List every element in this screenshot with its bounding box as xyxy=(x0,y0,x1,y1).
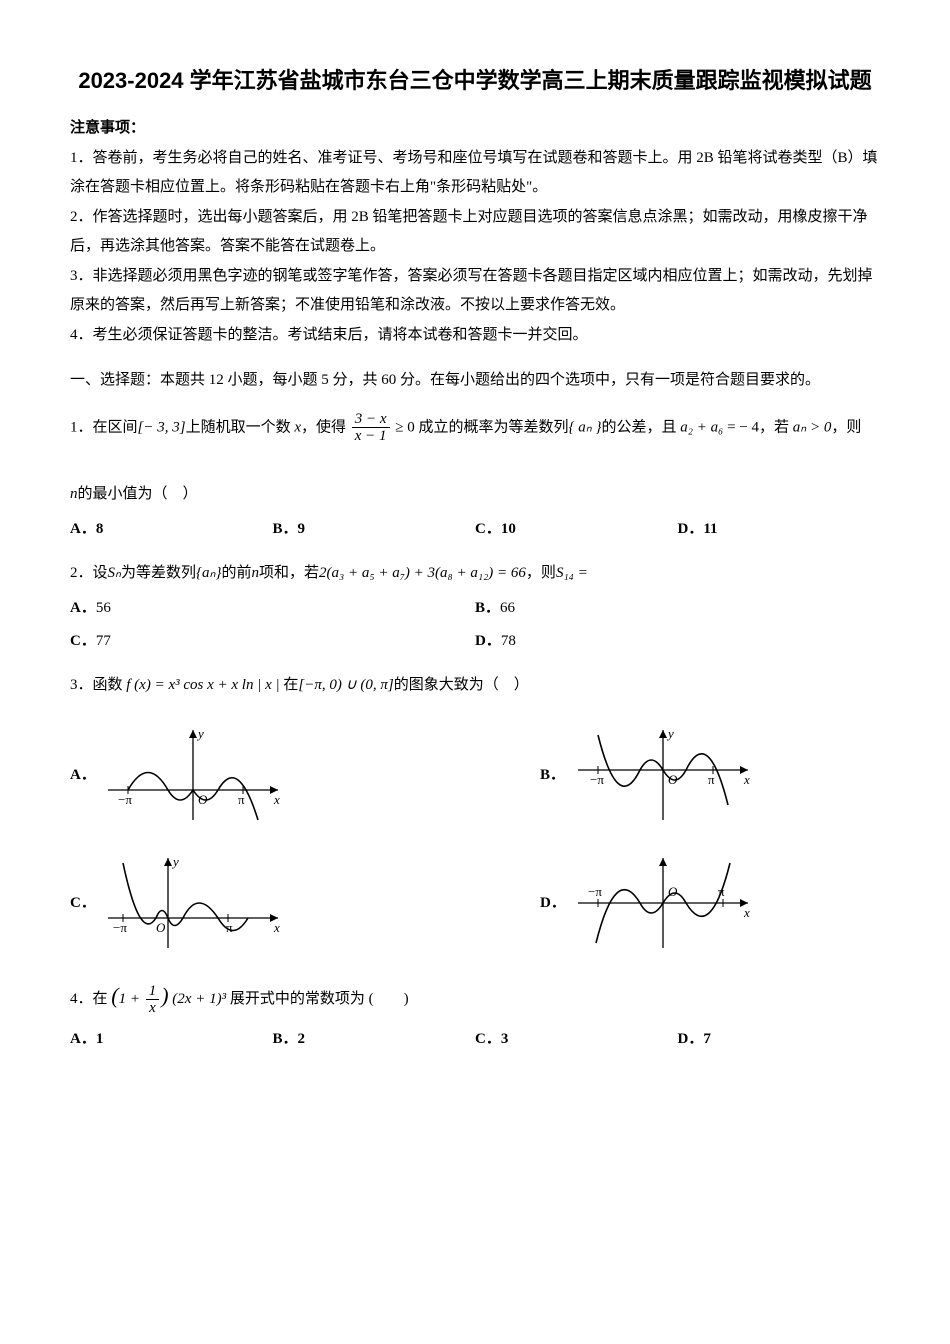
q1-frac-den: x − 1 xyxy=(352,428,390,445)
svg-text:−π: −π xyxy=(590,772,604,787)
instruction-3: 3．非选择题必须用黑色字迹的钢笔或签字笔作答，答案必须写在答题卡各题目指定区域内… xyxy=(70,262,880,319)
q3-graph-c: y x −π π O xyxy=(98,848,410,958)
q1-cond1-lhs: a₂ + a₆ xyxy=(680,419,723,435)
q4-options: A．1 B．2 C．3 D．7 xyxy=(70,1025,880,1054)
q1-text-d: 成立的概率为等差数列 xyxy=(419,419,569,435)
q2-opt-d: D．78 xyxy=(475,627,880,656)
q1-geq0: ≥ 0 xyxy=(395,419,414,435)
question-2: 2．设Sₙ为等差数列{aₙ}的前n项和，若2(a₃ + a₅ + a₇) + 3… xyxy=(70,557,880,590)
q1-cond1-rhs: = − 4 xyxy=(727,419,759,435)
q3-text-c: 的图象大致为（ ） xyxy=(394,677,529,693)
q2-s14: S₁₄ = xyxy=(556,565,588,581)
svg-text:y: y xyxy=(666,726,674,741)
q1-text-b: 上随机取一个数 xyxy=(186,419,291,435)
q3-opt-a-label: A． xyxy=(70,761,98,790)
q3-fn: f (x) = x³ cos x + x ln | x | xyxy=(126,677,279,693)
svg-text:x: x xyxy=(273,792,280,807)
q3-graph-d: x −π π O xyxy=(568,848,880,958)
svg-text:x: x xyxy=(743,772,750,787)
q1-opt-d: D．11 xyxy=(678,515,881,544)
q1-options: A．8 B．9 C．10 D．11 xyxy=(70,515,880,544)
q4-opt-a: A．1 xyxy=(70,1025,273,1054)
q1-seq: { aₙ } xyxy=(569,419,602,435)
q1-x: x xyxy=(294,419,301,435)
instruction-1: 1．答卷前，考生务必将自己的姓名、准考证号、考场号和座位号填写在试题卷和答题卡上… xyxy=(70,144,880,201)
q4-text-b: 展开式中的常数项为 xyxy=(230,991,365,1007)
q4-frac: 1 x xyxy=(146,983,160,1017)
q1-text-a: 1．在区间 xyxy=(70,419,138,435)
q1-opt-c: C．10 xyxy=(475,515,678,544)
q2-options-row1: A．56 B．66 xyxy=(70,594,880,623)
q2-text-b: 为等差数列 xyxy=(121,565,196,581)
q2-options-row2: C．77 D．78 xyxy=(70,627,880,656)
q4-poly: (2x + 1)³ xyxy=(172,991,226,1007)
q1-frac-num: 3 − x xyxy=(352,411,390,429)
notice-header: 注意事项： xyxy=(70,114,880,143)
q3-graph-row-1: A． y x −π π O B． y x −π π O xyxy=(70,720,880,830)
q1-text-g: ，则 xyxy=(831,419,861,435)
q1-n: n xyxy=(70,486,78,502)
q4-text-a: 4．在 xyxy=(70,991,108,1007)
q4-paren: ( ) xyxy=(369,991,409,1007)
svg-text:π: π xyxy=(226,920,233,935)
q1-text-e: 的公差，且 xyxy=(602,419,677,435)
q2-opt-a: A．56 xyxy=(70,594,475,623)
q2-text-e: ，则 xyxy=(526,565,556,581)
q1-opt-a: A．8 xyxy=(70,515,273,544)
q2-seq: {aₙ} xyxy=(196,565,221,581)
svg-text:O: O xyxy=(668,884,678,899)
q3-text-a: 3．函数 xyxy=(70,677,123,693)
q3-graph-b: y x −π π O xyxy=(568,720,880,830)
q2-opt-c: C．77 xyxy=(70,627,475,656)
instruction-4: 4．考生必须保证答题卡的整洁。考试结束后，请将本试卷和答题卡一并交回。 xyxy=(70,321,880,350)
q3-graph-a: y x −π π O xyxy=(98,720,410,830)
q3-opt-b-label: B． xyxy=(540,761,568,790)
q2-n: n xyxy=(252,565,260,581)
q2-text-a: 2．设 xyxy=(70,565,108,581)
q1-tail: 的最小值为（ ） xyxy=(78,486,198,502)
q4-opt-d: D．7 xyxy=(678,1025,881,1054)
svg-text:x: x xyxy=(273,920,280,935)
q3-text-b: 在 xyxy=(283,677,298,693)
q4-frac-den: x xyxy=(146,1000,160,1017)
q3-graph-row-2: C． y x −π π O D． x −π π O xyxy=(70,848,880,958)
q2-text-c: 的前 xyxy=(222,565,252,581)
q4-opt-b: B．2 xyxy=(273,1025,476,1054)
q1-text-c: ，使得 xyxy=(301,419,346,435)
svg-text:−π: −π xyxy=(118,792,132,807)
q1-opt-b: B．9 xyxy=(273,515,476,544)
part1-header: 一、选择题：本题共 12 小题，每小题 5 分，共 60 分。在每小题给出的四个… xyxy=(70,364,880,397)
svg-text:−π: −π xyxy=(588,884,602,899)
svg-text:π: π xyxy=(238,792,245,807)
q4-frac-num: 1 xyxy=(146,983,160,1001)
q1-interval: [− 3, 3] xyxy=(138,419,186,435)
svg-text:x: x xyxy=(743,905,750,920)
q2-sn: Sₙ xyxy=(108,565,121,581)
q4-one: 1 + xyxy=(119,991,144,1007)
svg-text:−π: −π xyxy=(113,920,127,935)
q3-opt-c-label: C． xyxy=(70,889,98,918)
question-4: 4．在 (1 + 1 x ) (2x + 1)³ 展开式中的常数项为 ( ) xyxy=(70,972,880,1020)
q3-opt-d-label: D． xyxy=(540,889,568,918)
svg-text:O: O xyxy=(156,920,166,935)
q4-rparen: ) xyxy=(161,983,168,1008)
q4-lparen: ( xyxy=(111,983,118,1008)
q2-eq: 2(a₃ + a₅ + a₇) + 3(a₈ + a₁₂) = 66 xyxy=(319,565,526,581)
svg-text:y: y xyxy=(196,726,204,741)
question-1: 1．在区间[− 3, 3]上随机取一个数 x，使得 3 − x x − 1 ≥ … xyxy=(70,411,880,511)
q2-opt-b: B．66 xyxy=(475,594,880,623)
svg-text:y: y xyxy=(171,854,179,869)
question-3: 3．函数 f (x) = x³ cos x + x ln | x | 在[−π,… xyxy=(70,669,880,702)
q3-domain: [−π, 0) ∪ (0, π] xyxy=(298,677,393,693)
q2-text-d: 项和，若 xyxy=(259,565,319,581)
q1-fraction: 3 − x x − 1 xyxy=(352,411,390,445)
instruction-2: 2．作答选择题时，选出每小题答案后，用 2B 铅笔把答题卡上对应题目选项的答案信… xyxy=(70,203,880,260)
svg-text:π: π xyxy=(708,772,715,787)
q1-text-f: ，若 xyxy=(759,419,789,435)
q1-cond2: aₙ > 0 xyxy=(793,419,832,435)
exam-title: 2023-2024 学年江苏省盐城市东台三仓中学数学高三上期末质量跟踪监视模拟试… xyxy=(70,60,880,102)
q4-opt-c: C．3 xyxy=(475,1025,678,1054)
